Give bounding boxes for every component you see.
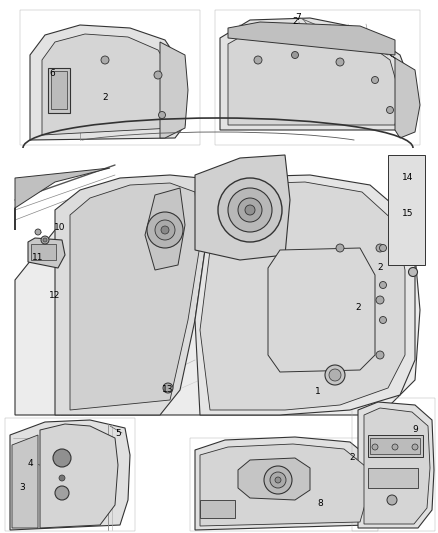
Polygon shape: [220, 18, 415, 130]
Circle shape: [53, 449, 71, 467]
Polygon shape: [195, 437, 375, 530]
Text: 5: 5: [115, 429, 121, 438]
Text: 2: 2: [377, 263, 383, 272]
Circle shape: [270, 472, 286, 488]
Circle shape: [371, 77, 378, 84]
Bar: [370, 438, 420, 454]
Circle shape: [59, 475, 65, 481]
Circle shape: [41, 236, 49, 244]
Circle shape: [372, 444, 378, 450]
Circle shape: [155, 220, 175, 240]
Polygon shape: [200, 444, 368, 526]
Polygon shape: [390, 55, 420, 138]
Circle shape: [329, 369, 341, 381]
Circle shape: [379, 317, 386, 324]
Text: 10: 10: [54, 223, 66, 232]
Circle shape: [386, 107, 393, 114]
Circle shape: [387, 495, 397, 505]
Circle shape: [161, 226, 169, 234]
Circle shape: [264, 466, 292, 494]
Polygon shape: [15, 195, 420, 415]
Circle shape: [412, 444, 418, 450]
Bar: [200, 500, 235, 518]
Polygon shape: [388, 155, 425, 265]
Bar: [48, 68, 70, 113]
Polygon shape: [145, 188, 185, 270]
Bar: [190, 438, 378, 531]
Text: 15: 15: [402, 208, 414, 217]
Text: 3: 3: [19, 483, 25, 492]
Text: 2: 2: [102, 93, 108, 102]
Circle shape: [275, 477, 281, 483]
Circle shape: [163, 383, 173, 393]
Polygon shape: [160, 42, 188, 138]
Polygon shape: [42, 34, 175, 135]
Circle shape: [154, 71, 162, 79]
Text: 1: 1: [315, 387, 321, 397]
Text: 7: 7: [295, 13, 301, 22]
Text: 6: 6: [49, 69, 55, 77]
Circle shape: [292, 52, 299, 59]
Circle shape: [159, 111, 166, 118]
Polygon shape: [12, 435, 38, 528]
Circle shape: [147, 212, 183, 248]
Polygon shape: [55, 175, 210, 415]
Circle shape: [43, 238, 47, 242]
Bar: [51, 71, 67, 109]
Circle shape: [325, 365, 345, 385]
Polygon shape: [200, 182, 405, 410]
Bar: [5, 418, 135, 531]
Circle shape: [101, 56, 109, 64]
Circle shape: [336, 244, 344, 252]
Circle shape: [376, 244, 384, 252]
Bar: [368, 468, 418, 488]
Polygon shape: [228, 26, 400, 125]
Circle shape: [55, 486, 69, 500]
Text: 13: 13: [162, 385, 174, 394]
Circle shape: [379, 281, 386, 288]
Circle shape: [228, 188, 272, 232]
Text: 12: 12: [49, 290, 61, 300]
Bar: [215, 10, 420, 145]
Text: 2: 2: [349, 454, 355, 463]
Polygon shape: [40, 424, 118, 528]
Text: 2: 2: [355, 303, 361, 312]
Polygon shape: [10, 420, 130, 530]
Polygon shape: [70, 183, 200, 410]
Text: 4: 4: [27, 458, 33, 467]
Circle shape: [218, 178, 282, 242]
Polygon shape: [228, 22, 395, 55]
Polygon shape: [15, 168, 110, 230]
Circle shape: [379, 245, 386, 252]
Text: 9: 9: [412, 425, 418, 434]
Polygon shape: [238, 458, 310, 500]
Circle shape: [409, 268, 417, 277]
Polygon shape: [195, 175, 415, 415]
Text: 11: 11: [32, 254, 44, 262]
Circle shape: [336, 58, 344, 66]
Circle shape: [376, 351, 384, 359]
Text: 8: 8: [317, 498, 323, 507]
Bar: [352, 398, 435, 531]
Circle shape: [254, 56, 262, 64]
Polygon shape: [28, 238, 65, 268]
Circle shape: [376, 296, 384, 304]
Text: 14: 14: [403, 174, 413, 182]
Polygon shape: [358, 402, 434, 528]
Bar: [368, 435, 423, 457]
Polygon shape: [364, 408, 430, 524]
Bar: [31, 244, 56, 260]
Circle shape: [238, 198, 262, 222]
Polygon shape: [268, 248, 375, 372]
Polygon shape: [30, 25, 185, 140]
Polygon shape: [195, 155, 290, 260]
Bar: [20, 10, 200, 145]
Text: 2: 2: [292, 18, 298, 27]
Circle shape: [392, 444, 398, 450]
Circle shape: [35, 229, 41, 235]
Circle shape: [245, 205, 255, 215]
